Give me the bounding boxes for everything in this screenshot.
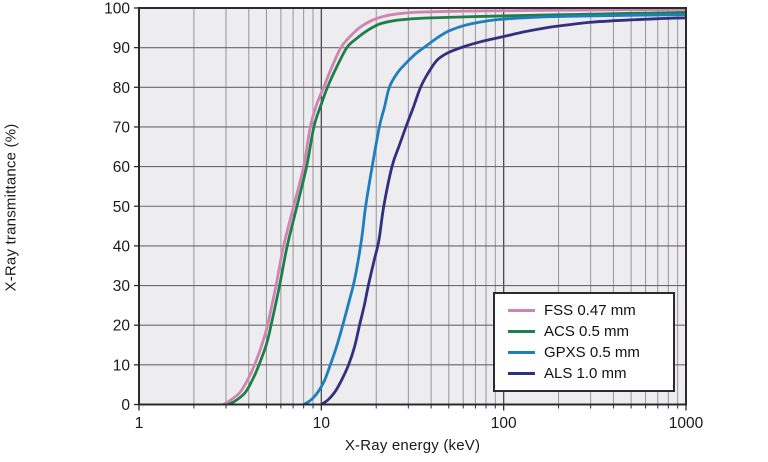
legend-swatch-line <box>508 351 535 354</box>
series-line <box>221 8 686 405</box>
plot-border <box>138 7 687 406</box>
y-tick-label: 40 <box>113 238 131 255</box>
x-tick-label: 1 <box>135 415 144 432</box>
y-tick-label: 30 <box>113 278 131 295</box>
legend-swatch-line <box>508 330 535 333</box>
legend-label: ALS 1.0 mm <box>544 365 627 382</box>
legend-item: FSS 0.47 mm <box>508 302 669 319</box>
legend-item: ALS 1.0 mm <box>508 365 669 382</box>
y-tick-label: 0 <box>121 397 130 414</box>
y-tick-label: 70 <box>113 119 131 136</box>
legend-swatch-line <box>508 372 535 375</box>
x-tick-label: 10 <box>313 415 331 432</box>
y-tick-label: 20 <box>113 318 131 335</box>
y-tick-label: 50 <box>113 199 131 216</box>
series-line <box>319 16 686 405</box>
series-line <box>227 10 686 405</box>
y-tick-label: 60 <box>113 159 131 176</box>
legend-item: ACS 0.5 mm <box>508 323 669 340</box>
legend-swatch-line <box>508 309 535 312</box>
x-tick-label: 100 <box>491 415 517 432</box>
legend-label: ACS 0.5 mm <box>544 323 630 340</box>
legend: FSS 0.47 mm ACS 0.5 mm GPXS 0.5 mm ALS 1… <box>493 292 675 392</box>
y-axis-title: X-Ray transmittance (%) <box>2 123 20 292</box>
series-line <box>302 13 686 405</box>
y-tick-label: 100 <box>104 1 130 18</box>
y-tick-label: 10 <box>113 357 131 374</box>
x-tick-label: 1000 <box>669 415 704 432</box>
x-axis-title: X-Ray energy (keV) <box>344 437 481 454</box>
legend-item: GPXS 0.5 mm <box>508 344 669 361</box>
y-tick-label: 90 <box>113 40 131 57</box>
legend-label: GPXS 0.5 mm <box>544 344 640 361</box>
y-tick-label: 80 <box>113 80 131 97</box>
legend-label: FSS 0.47 mm <box>544 302 636 319</box>
